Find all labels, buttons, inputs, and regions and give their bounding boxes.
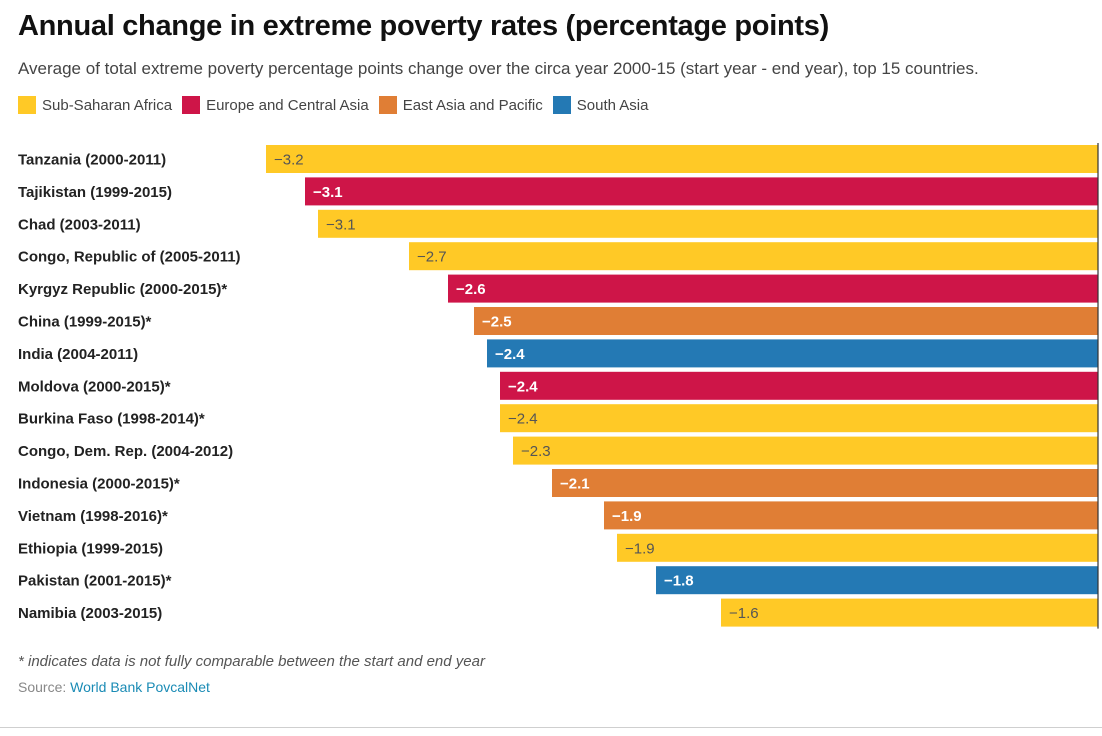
bar	[474, 307, 1098, 335]
bar	[409, 242, 1098, 271]
legend-swatch	[378, 96, 397, 114]
category-label: Tanzania (2000-2011)	[18, 152, 166, 169]
bar-value-label: −1.9	[612, 508, 642, 525]
legend-swatch	[552, 96, 571, 114]
category-label: Vietnam (1998-2016)*	[18, 508, 168, 525]
legend-item-east-asia-pacific: East Asia and Pacific	[378, 96, 543, 114]
legend-label: Sub-Saharan Africa	[42, 96, 173, 114]
bar-value-label: −1.9	[625, 540, 655, 557]
category-label: China (1999-2015)*	[18, 314, 152, 331]
category-label: Congo, Dem. Rep. (2004-2012)	[18, 443, 233, 460]
bar-value-label: −2.4	[508, 411, 538, 428]
bar	[500, 371, 1098, 400]
bar	[448, 274, 1098, 303]
bar	[513, 436, 1098, 465]
source-line: Source: World Bank PovcalNet	[18, 679, 210, 695]
bar-value-label: −3.2	[274, 152, 304, 169]
legend-swatch	[18, 96, 36, 114]
legend: Sub-Saharan Africa Europe and Central As…	[18, 95, 658, 115]
legend-label: Europe and Central Asia	[206, 96, 369, 114]
category-label: Congo, Republic of (2005-2011)	[18, 249, 241, 266]
bar	[266, 145, 1098, 173]
source-link[interactable]: World Bank PovcalNet	[70, 679, 210, 695]
bar	[305, 177, 1098, 206]
bar-value-label: −2.1	[560, 476, 590, 493]
bar-chart: Tanzania (2000-2011) −3.2 Tajikistan (1999…	[18, 143, 1099, 629]
category-label: Namibia (2003-2015)	[18, 605, 162, 622]
legend-swatch	[182, 96, 201, 114]
bar-value-label: −1.8	[664, 573, 694, 590]
bar	[656, 566, 1098, 595]
bar-value-label: −2.4	[495, 346, 525, 363]
category-label: Kyrgyz Republic (2000-2015)*	[18, 281, 227, 298]
bar	[617, 533, 1098, 562]
category-label: Burkina Faso (1998-2014)*	[18, 411, 205, 428]
category-label: Indonesia (2000-2015)*	[18, 476, 180, 493]
legend-item-sub-saharan-africa: Sub-Saharan Africa	[18, 96, 172, 114]
category-label: Tajikistan (1999-2015)	[18, 184, 172, 201]
bar-value-label: −1.6	[729, 605, 759, 622]
source-prefix: Source:	[18, 679, 71, 695]
bar-value-label: −2.5	[482, 314, 512, 331]
bar-value-label: −2.7	[417, 249, 447, 266]
bar-value-label: −2.4	[508, 378, 538, 395]
bar	[500, 404, 1098, 433]
bar	[604, 501, 1098, 530]
legend-label: East Asia and Pacific	[402, 96, 543, 114]
bar	[552, 469, 1098, 497]
category-label: Moldova (2000-2015)*	[18, 378, 171, 395]
category-label: Ethiopia (1999-2015)	[18, 540, 163, 557]
category-label: Chad (2003-2011)	[18, 216, 141, 233]
legend-item-europe-central-asia: Europe and Central Asia	[182, 96, 369, 114]
bar-value-label: −3.1	[313, 184, 343, 201]
chart-title: Annual change in extreme poverty rates (…	[18, 10, 829, 42]
chart-subtitle: Average of total extreme poverty percent…	[18, 59, 979, 78]
bar-value-label: −2.3	[521, 443, 551, 460]
bar	[487, 339, 1098, 368]
category-label: India (2004-2011)	[18, 346, 138, 363]
bar-value-label: −2.6	[456, 281, 486, 298]
bar	[318, 209, 1098, 238]
bar-value-label: −3.1	[326, 216, 356, 233]
legend-label: South Asia	[576, 96, 649, 114]
bottom-divider	[0, 727, 1102, 728]
footnote: * indicates data is not fully comparable…	[18, 653, 485, 670]
category-label: Pakistan (2001-2015)*	[18, 573, 172, 590]
legend-item-south-asia: South Asia	[552, 96, 649, 114]
bar	[721, 598, 1098, 627]
